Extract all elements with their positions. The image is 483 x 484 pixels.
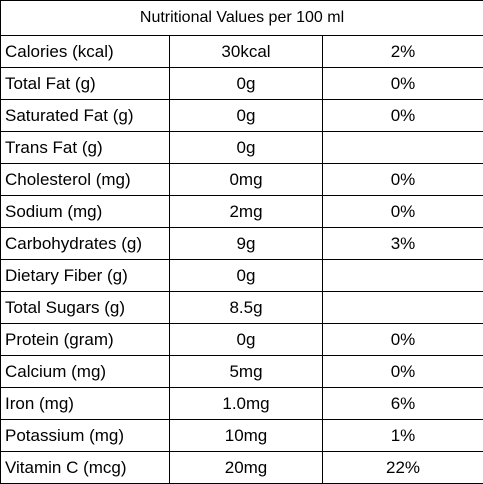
nutrient-amount: 0g: [170, 132, 323, 164]
nutrient-amount: 1.0mg: [170, 388, 323, 420]
daily-value-percent: [323, 132, 483, 164]
nutrient-amount: 0g: [170, 324, 323, 356]
daily-value-percent: 22%: [323, 452, 483, 484]
nutrient-amount: 20mg: [170, 452, 323, 484]
table-row: Total Sugars (g)8.5g: [1, 292, 483, 324]
nutrient-name: Cholesterol (mg): [1, 164, 170, 196]
nutrient-amount: 0mg: [170, 164, 323, 196]
daily-value-percent: 1%: [323, 420, 483, 452]
daily-value-percent: 6%: [323, 388, 483, 420]
nutrient-amount: 5mg: [170, 356, 323, 388]
table-title: Nutritional Values per 100 ml: [1, 1, 483, 36]
daily-value-percent: 0%: [323, 356, 483, 388]
daily-value-percent: [323, 292, 483, 324]
nutrient-name: Trans Fat (g): [1, 132, 170, 164]
nutrient-amount: 30kcal: [170, 36, 323, 68]
table-row: Trans Fat (g)0g: [1, 132, 483, 164]
nutrient-name: Carbohydrates (g): [1, 228, 170, 260]
title-row: Nutritional Values per 100 ml: [1, 1, 483, 36]
nutrient-amount: 0g: [170, 260, 323, 292]
nutrient-name: Total Sugars (g): [1, 292, 170, 324]
nutrient-amount: 9g: [170, 228, 323, 260]
nutrient-name: Iron (mg): [1, 388, 170, 420]
nutrient-name: Vitamin C (mcg): [1, 452, 170, 484]
nutrient-amount: 0g: [170, 100, 323, 132]
nutrient-amount: 10mg: [170, 420, 323, 452]
nutrient-name: Total Fat (g): [1, 68, 170, 100]
nutrient-amount: 0g: [170, 68, 323, 100]
nutrient-name: Protein (gram): [1, 324, 170, 356]
daily-value-percent: [323, 260, 483, 292]
nutrient-name: Sodium (mg): [1, 196, 170, 228]
nutrient-name: Potassium (mg): [1, 420, 170, 452]
daily-value-percent: 3%: [323, 228, 483, 260]
daily-value-percent: 0%: [323, 68, 483, 100]
table-row: Dietary Fiber (g)0g: [1, 260, 483, 292]
nutrient-amount: 2mg: [170, 196, 323, 228]
nutrient-name: Dietary Fiber (g): [1, 260, 170, 292]
nutrient-name: Calories (kcal): [1, 36, 170, 68]
daily-value-percent: 0%: [323, 100, 483, 132]
daily-value-percent: 0%: [323, 324, 483, 356]
nutrient-name: Saturated Fat (g): [1, 100, 170, 132]
daily-value-percent: 0%: [323, 164, 483, 196]
daily-value-percent: 0%: [323, 196, 483, 228]
daily-value-percent: 2%: [323, 36, 483, 68]
nutrient-amount: 8.5g: [170, 292, 323, 324]
nutrient-name: Calcium (mg): [1, 356, 170, 388]
